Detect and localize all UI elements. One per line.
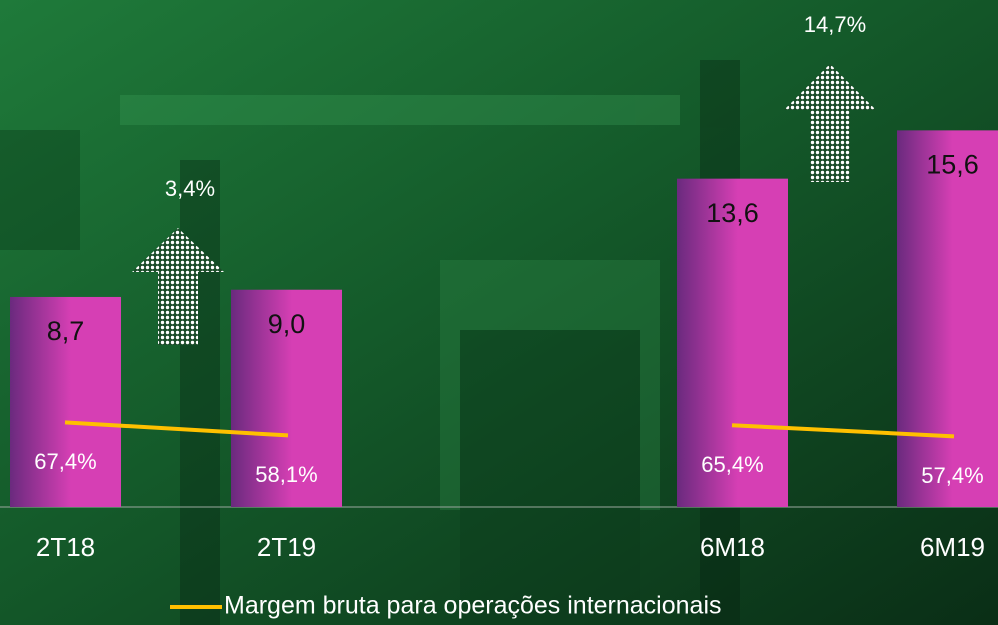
margin-value-label: 67,4% <box>34 449 96 474</box>
x-tick-label: 6M19 <box>920 532 985 562</box>
bar <box>677 178 788 507</box>
bar-value-label: 8,7 <box>47 316 85 346</box>
growth-arrow <box>784 64 876 182</box>
growth-label: 14,7% <box>804 12 866 37</box>
legend-label: Margem bruta para operações internaciona… <box>224 592 722 620</box>
margin-value-label: 65,4% <box>701 452 763 477</box>
growth-arrow <box>132 228 224 345</box>
margin-line <box>731 423 955 439</box>
bar <box>231 289 342 507</box>
margin-value-label: 57,4% <box>921 463 983 488</box>
bar-value-label: 9,0 <box>268 309 306 339</box>
bar <box>897 130 998 507</box>
margin-value-label: 58,1% <box>255 462 317 487</box>
x-tick-label: 6M18 <box>700 532 765 562</box>
bar <box>10 296 121 507</box>
bar-value-label: 15,6 <box>926 149 979 179</box>
bar-value-label: 13,6 <box>706 198 759 228</box>
growth-label: 3,4% <box>165 176 215 201</box>
x-tick-label: 2T18 <box>36 532 95 562</box>
x-tick-label: 2T19 <box>257 532 316 562</box>
margin-line <box>64 420 289 438</box>
